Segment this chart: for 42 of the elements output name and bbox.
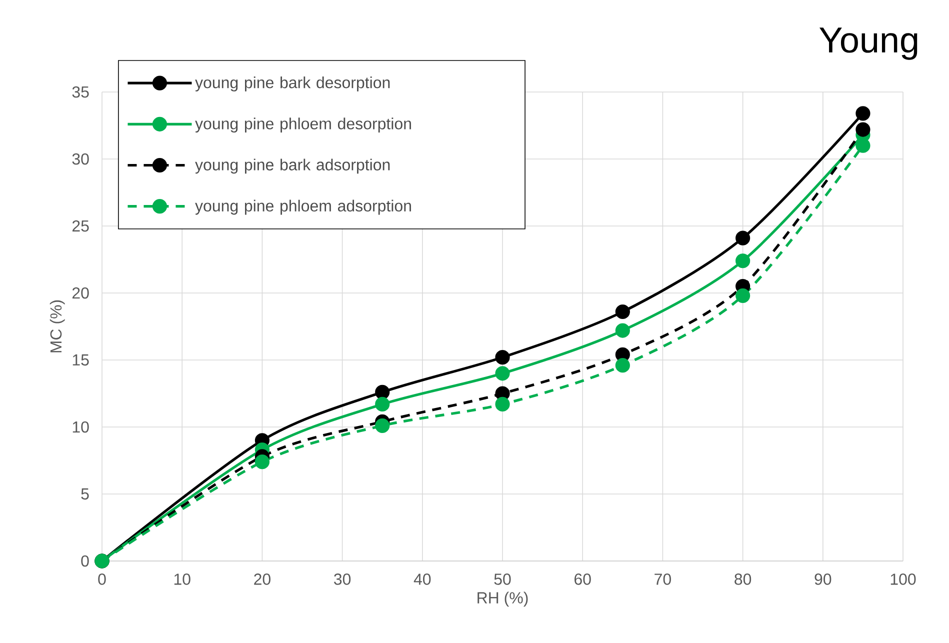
x-tick-label: 20 (254, 574, 270, 585)
point (856, 138, 870, 153)
point (615, 323, 630, 338)
point (375, 384, 390, 400)
x-tick-label: 10 (174, 574, 190, 585)
y-tick-label: 10 (72, 421, 89, 433)
y-tick-label: 15 (72, 354, 89, 366)
chart-title: Young (819, 28, 918, 60)
point (375, 418, 390, 433)
x-tick-label: 90 (814, 574, 832, 585)
legend-label: young pine phloem adsorption (195, 200, 411, 215)
legend-label: young pine phloem desorption (195, 118, 411, 133)
x-tick-label: 80 (734, 574, 752, 585)
y-tick-label: 35 (72, 86, 89, 98)
x-tick-label: 70 (654, 574, 671, 585)
legend-label: young pine bark adsorption (195, 158, 390, 174)
legend-label: young pine bark desorption (195, 76, 390, 92)
point (254, 454, 270, 470)
x-tick-label: 30 (334, 574, 351, 585)
point (856, 106, 870, 121)
point (375, 396, 390, 412)
point (856, 122, 870, 137)
point (495, 396, 510, 412)
x-tick-label: 0 (98, 574, 106, 585)
point (495, 350, 510, 365)
y-tick-label: 20 (72, 287, 89, 299)
y-tick-label: 0 (81, 555, 89, 567)
x-tick-label: 40 (414, 574, 431, 585)
point (736, 254, 750, 268)
x-tick-label: 60 (574, 574, 591, 585)
point (495, 366, 510, 381)
point (736, 288, 750, 303)
x-axis-title: RH (%) (478, 592, 528, 607)
point (736, 230, 750, 246)
y-axis-title: MC (%) (50, 300, 65, 352)
point (615, 304, 630, 320)
y-tick-label: 30 (72, 153, 89, 165)
x-tick-label: 50 (494, 574, 511, 585)
point (615, 358, 630, 373)
y-tick-label: 25 (72, 220, 89, 232)
x-tick-label: 100 (890, 574, 916, 585)
y-tick-label: 5 (81, 488, 89, 500)
